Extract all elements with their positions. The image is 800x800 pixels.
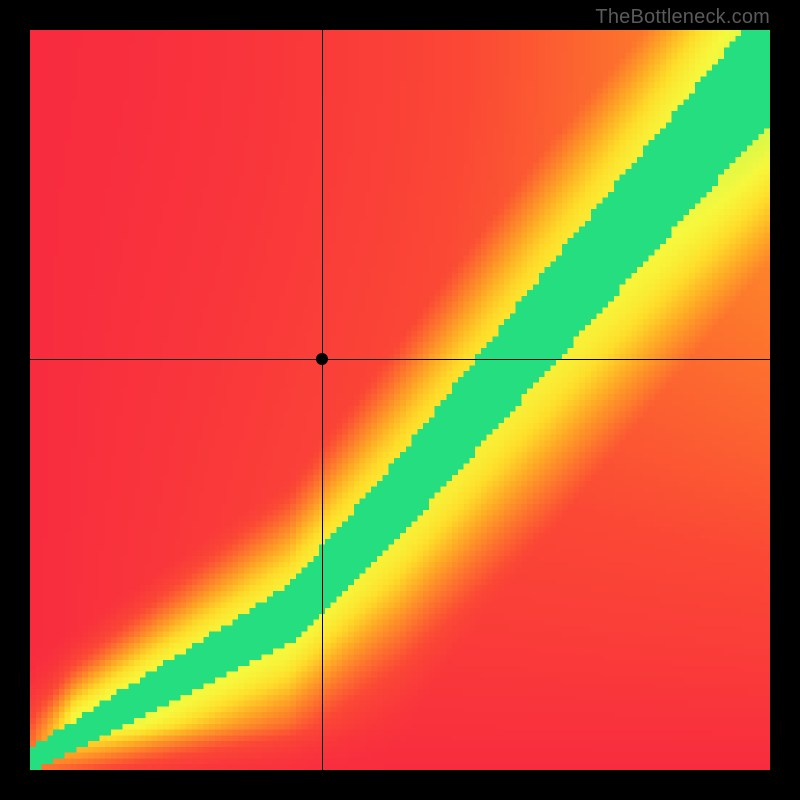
operating-point-marker bbox=[316, 353, 328, 365]
root: TheBottleneck.com bbox=[0, 0, 800, 800]
plot-area bbox=[30, 30, 770, 770]
watermark-text: TheBottleneck.com bbox=[595, 6, 770, 29]
crosshair-vertical bbox=[322, 30, 323, 770]
crosshair-overlay bbox=[30, 30, 770, 770]
crosshair-horizontal bbox=[30, 359, 770, 360]
